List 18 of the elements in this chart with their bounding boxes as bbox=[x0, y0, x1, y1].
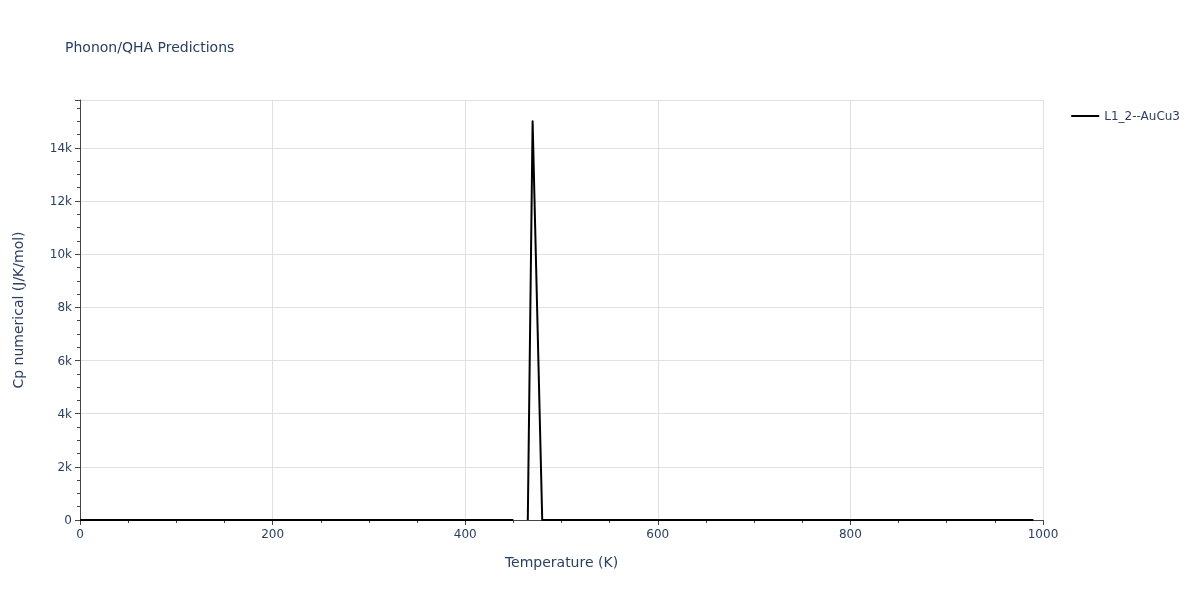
y-tick-label: 14k bbox=[49, 140, 73, 155]
y-tick-label: 2k bbox=[57, 459, 73, 474]
x-tick-label: 800 bbox=[838, 527, 862, 541]
x-tick-label: 0 bbox=[76, 527, 84, 541]
y-axis-title: Cp numerical (J/K/mol) bbox=[10, 231, 26, 389]
y-tick-label: 0 bbox=[64, 513, 72, 527]
chart-title: Phonon/QHA Predictions bbox=[65, 39, 235, 55]
x-tick-label: 1000 bbox=[1027, 527, 1059, 541]
legend-label: L1_2--AuCu3 bbox=[1104, 109, 1181, 123]
y-tick-label: 10k bbox=[49, 247, 73, 262]
y-tick-label: 12k bbox=[49, 194, 73, 209]
x-tick-label: 200 bbox=[261, 527, 285, 541]
y-tick-label: 4k bbox=[57, 406, 73, 421]
x-axis-title: Temperature (K) bbox=[503, 554, 619, 570]
y-tick-label: 8k bbox=[57, 300, 73, 315]
y-tick-label: 6k bbox=[57, 353, 73, 368]
x-tick-label: 400 bbox=[453, 527, 477, 541]
x-tick-label: 600 bbox=[646, 527, 670, 541]
